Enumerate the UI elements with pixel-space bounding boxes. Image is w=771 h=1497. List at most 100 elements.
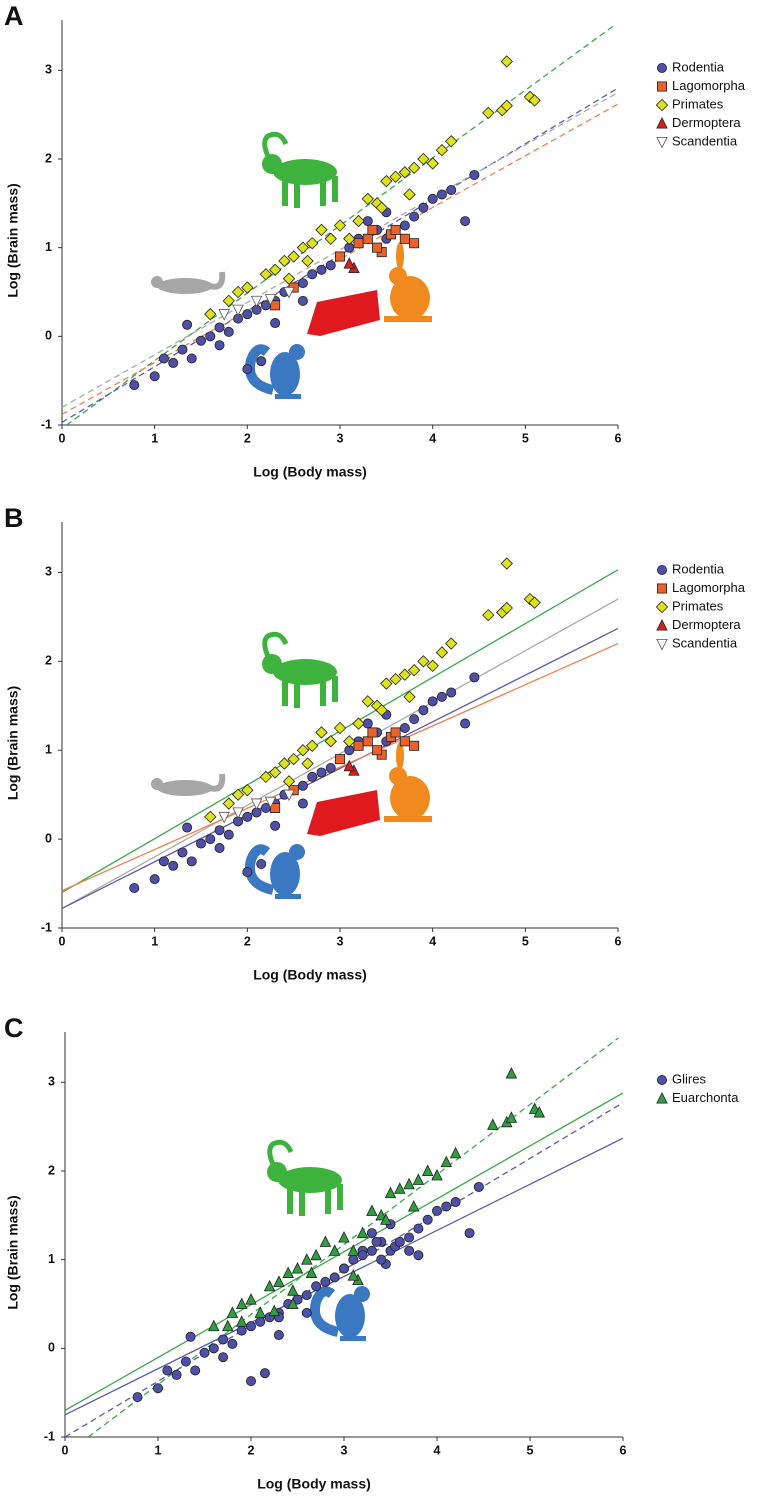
point [390, 727, 401, 738]
legend-marker [656, 639, 668, 651]
silhouette [209, 773, 226, 792]
point [528, 94, 541, 107]
point [334, 251, 345, 262]
point [404, 1232, 415, 1243]
point [296, 241, 310, 254]
x-tick-label: 0 [62, 1443, 69, 1457]
silhouette [267, 1139, 294, 1184]
point [297, 798, 308, 809]
point [297, 278, 308, 289]
point [218, 811, 230, 824]
silhouette [384, 316, 432, 322]
point [366, 1228, 377, 1239]
point [259, 770, 273, 784]
point [329, 1272, 340, 1283]
point [372, 745, 383, 756]
point [316, 264, 327, 275]
point [431, 1168, 443, 1181]
silhouette [157, 278, 213, 294]
point [245, 1376, 256, 1387]
silhouette [335, 1294, 365, 1338]
point [376, 1254, 387, 1265]
point [256, 859, 267, 870]
point [403, 188, 416, 201]
point [263, 1279, 276, 1292]
point [352, 717, 365, 730]
x-tick-label: 2 [244, 431, 251, 445]
point [409, 211, 420, 222]
point [310, 1248, 322, 1261]
point [256, 356, 267, 367]
y-tick-label: 2 [45, 654, 52, 668]
point [399, 220, 410, 231]
point [214, 322, 225, 333]
point [307, 771, 318, 782]
point [533, 1105, 546, 1118]
point [214, 825, 225, 836]
legend-label: Dermoptera [672, 115, 741, 130]
legend-label: Primates [672, 96, 724, 111]
point [250, 798, 263, 811]
point [231, 285, 245, 299]
point [214, 340, 225, 351]
point [129, 380, 140, 391]
point [168, 860, 179, 871]
point [334, 754, 345, 765]
x-tick-label: 5 [522, 934, 529, 948]
silhouette [275, 894, 301, 899]
point [301, 1290, 312, 1301]
x-tick-label: 1 [151, 431, 158, 445]
point [375, 201, 388, 214]
point [371, 1236, 382, 1247]
point [482, 608, 495, 622]
legend-marker [657, 583, 668, 594]
point [282, 775, 296, 788]
point [291, 1262, 304, 1274]
point [282, 1266, 294, 1278]
panel-label: C [4, 1013, 24, 1043]
silhouette [275, 394, 301, 399]
point [460, 216, 471, 227]
point [523, 592, 537, 606]
x-tick-label: 0 [59, 934, 66, 948]
point [283, 789, 295, 802]
point [399, 233, 410, 244]
point [301, 1307, 312, 1318]
silhouette [157, 780, 213, 796]
point [356, 1226, 369, 1239]
point [417, 152, 430, 166]
x-tick-label: 1 [151, 934, 158, 948]
point [366, 1204, 378, 1216]
silhouette [332, 176, 338, 202]
x-tick-label: 3 [337, 934, 344, 948]
y-tick-label: 1 [48, 1252, 55, 1266]
point [362, 233, 373, 244]
silhouette [332, 676, 338, 702]
point [418, 202, 429, 213]
silhouette [282, 676, 288, 706]
legend-label: Rodentia [672, 59, 725, 74]
point [505, 1066, 518, 1079]
point [445, 637, 458, 650]
point [417, 655, 430, 668]
legend-label: Rodentia [672, 561, 725, 576]
point [270, 318, 281, 329]
point [250, 295, 263, 308]
point [320, 1276, 331, 1287]
point [427, 193, 438, 204]
fit-line [87, 1038, 619, 1437]
point [222, 797, 235, 810]
silhouette [320, 176, 326, 206]
legend-marker [657, 1075, 668, 1086]
point [205, 834, 216, 845]
silhouette [294, 176, 300, 208]
point [367, 224, 378, 235]
point [362, 736, 373, 747]
silhouette [389, 767, 407, 785]
x-axis-label: Log (Body mass) [253, 464, 367, 480]
fit-line [62, 642, 618, 892]
point [214, 843, 225, 854]
point [283, 287, 295, 299]
point [436, 189, 447, 200]
silhouette [151, 778, 163, 790]
